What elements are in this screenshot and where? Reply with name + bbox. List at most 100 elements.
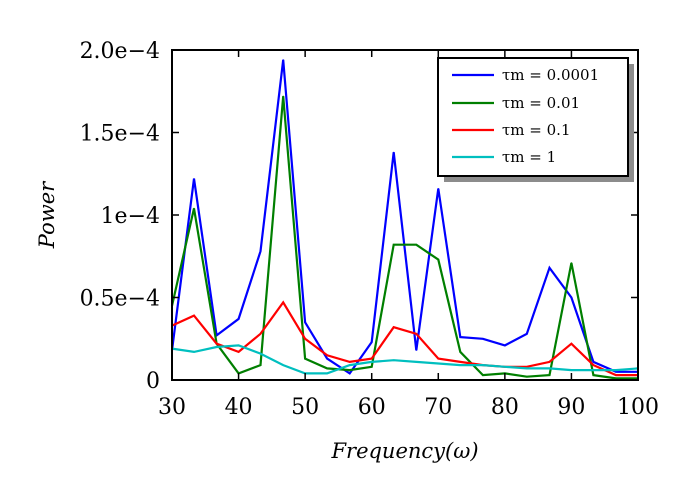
data-point	[415, 244, 417, 246]
data-point	[238, 318, 240, 320]
data-point	[482, 374, 484, 376]
data-point	[349, 364, 351, 366]
x-tick-label: 100	[617, 395, 659, 420]
data-point	[259, 364, 262, 366]
data-point	[326, 367, 328, 369]
data-point	[393, 359, 395, 361]
data-point	[282, 95, 284, 97]
data-point	[282, 301, 284, 303]
data-point	[482, 338, 484, 340]
data-point	[548, 267, 551, 269]
data-point	[415, 349, 417, 351]
data-point	[526, 333, 528, 335]
data-point	[459, 364, 461, 366]
data-point	[259, 250, 262, 252]
legend-label-0: τm = 0.0001	[502, 66, 599, 84]
x-tick-label: 80	[491, 395, 519, 420]
data-point	[526, 376, 528, 378]
data-point	[371, 358, 373, 360]
data-point	[282, 364, 284, 366]
data-point	[326, 354, 328, 356]
data-point	[437, 358, 439, 360]
y-tick-label: 1e−4	[101, 204, 160, 229]
data-point	[592, 369, 595, 371]
data-point	[216, 346, 218, 348]
x-tick-label: 60	[358, 395, 386, 420]
data-point	[193, 351, 195, 353]
data-point	[259, 333, 262, 335]
data-point	[615, 369, 617, 371]
data-point	[326, 358, 328, 360]
data-point	[349, 361, 351, 363]
legend: τm = 0.0001 τm = 0.01 τm = 0.1 τm = 1	[437, 57, 634, 182]
data-point	[304, 358, 306, 360]
data-point	[193, 315, 195, 317]
data-point	[371, 341, 373, 343]
data-point	[415, 333, 417, 335]
data-point	[592, 374, 595, 376]
data-point	[592, 361, 595, 363]
data-point	[615, 371, 617, 373]
series-line-2	[171, 300, 638, 377]
data-point	[393, 326, 395, 328]
data-point	[193, 178, 195, 180]
data-point	[548, 374, 551, 376]
y-tick-label: 0	[146, 369, 160, 394]
data-point	[548, 361, 551, 363]
series-line-1	[170, 96, 638, 380]
data-point	[349, 369, 351, 371]
data-point	[415, 361, 417, 363]
data-point	[371, 366, 373, 368]
data-point	[459, 361, 461, 363]
series-line-3	[171, 344, 639, 375]
series-layer	[170, 59, 639, 380]
data-point	[526, 367, 528, 369]
legend-label-3: τm = 1	[502, 148, 556, 166]
data-point	[437, 188, 439, 190]
data-point	[238, 351, 240, 353]
data-point	[615, 374, 617, 376]
y-axis-label: Power	[35, 180, 59, 249]
x-tick-label: 90	[557, 395, 585, 420]
data-point	[570, 262, 573, 264]
data-point	[570, 369, 573, 371]
data-point	[259, 353, 262, 355]
data-point	[282, 59, 284, 61]
y-tick-label: 2.0e−4	[80, 39, 160, 64]
y-tick-label: 1.5e−4	[80, 122, 160, 147]
data-point	[504, 344, 506, 346]
data-point	[193, 207, 195, 209]
series-line-0	[170, 59, 638, 375]
x-tick-label: 70	[424, 395, 452, 420]
data-point	[349, 372, 351, 374]
x-tick-label: 40	[225, 395, 253, 420]
data-point	[216, 343, 218, 345]
data-point	[437, 362, 439, 365]
data-point	[615, 377, 617, 379]
legend-label-1: τm = 0.01	[502, 94, 580, 112]
series-group-3	[171, 344, 639, 375]
data-point	[304, 338, 306, 340]
data-point	[482, 364, 484, 366]
data-point	[459, 336, 461, 338]
x-tick-label: 30	[158, 395, 186, 420]
legend-label-2: τm = 0.1	[502, 121, 570, 139]
x-axis-label: Frequency(ω)	[330, 439, 478, 463]
data-point	[526, 366, 528, 368]
y-tick-label: 0.5e−4	[80, 287, 160, 312]
data-point	[238, 344, 240, 346]
data-point	[393, 244, 395, 246]
data-point	[570, 296, 573, 299]
data-point	[437, 259, 439, 261]
data-point	[504, 366, 506, 368]
series-group-0	[170, 59, 639, 375]
data-point	[371, 361, 373, 363]
data-point	[459, 351, 461, 353]
data-point	[592, 364, 595, 366]
data-point	[393, 151, 395, 153]
data-point	[326, 372, 328, 374]
data-point	[570, 343, 573, 345]
data-point	[548, 367, 551, 369]
